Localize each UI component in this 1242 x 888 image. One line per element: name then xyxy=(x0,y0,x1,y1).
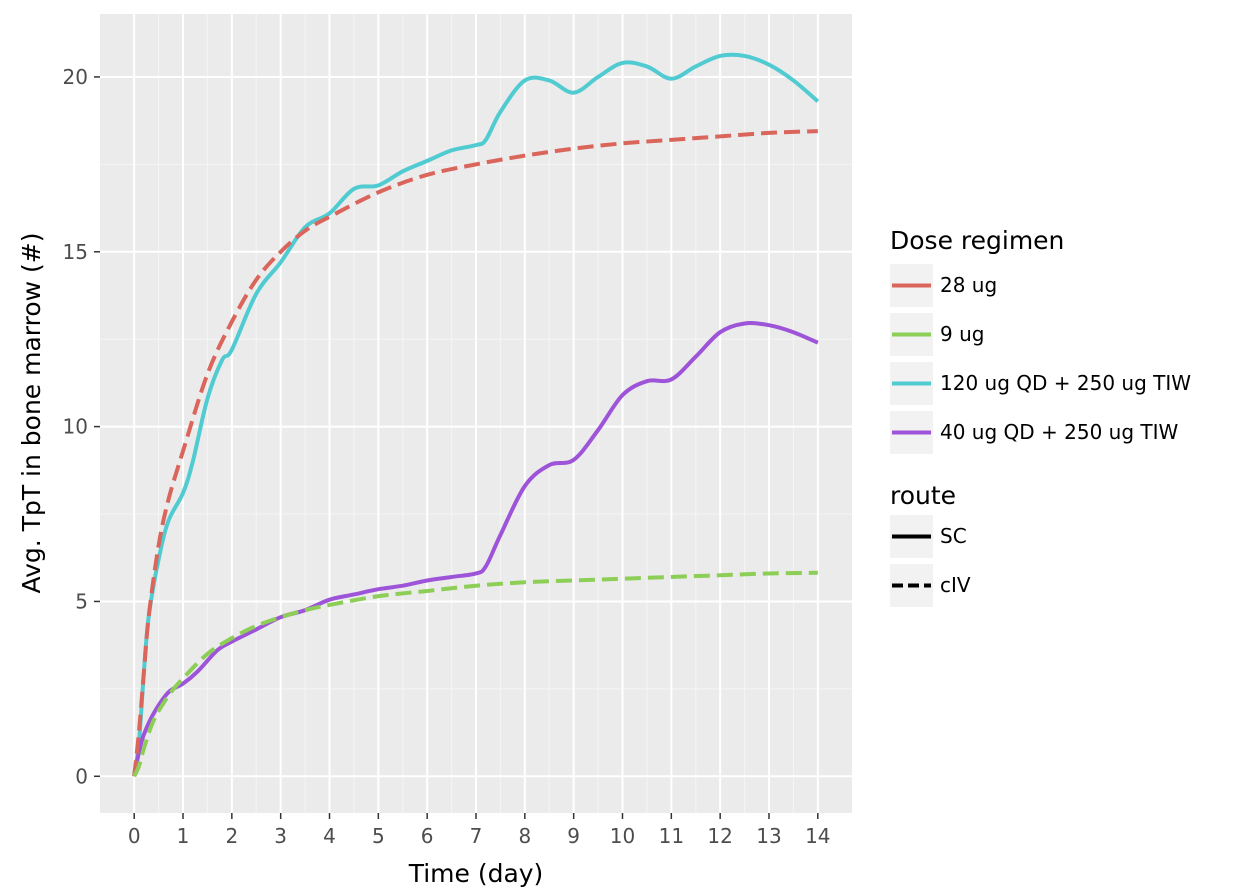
series-line-d120 xyxy=(132,52,820,777)
series-layer xyxy=(132,52,820,778)
x-tick-label: 14 xyxy=(805,824,830,848)
legend-label-d9: 9 ug xyxy=(940,322,984,346)
y-axis: 0 5 10 15 20 xyxy=(63,65,100,788)
legend-label-d120: 120 ug QD + 250 ug TIW xyxy=(940,371,1191,395)
legend-title-dose: Dose regimen xyxy=(890,226,1064,255)
legend-label-route: cIV xyxy=(940,573,971,597)
series-line-d28 xyxy=(132,129,818,777)
legend-label-d28: 28 ug xyxy=(940,273,997,297)
x-tick-label: 3 xyxy=(274,824,287,848)
y-axis-title: Avg. TpT in bone marrow (#) xyxy=(17,232,46,593)
x-tick-label: 12 xyxy=(707,824,732,848)
x-tick-label: 1 xyxy=(177,824,190,848)
x-tick-label: 8 xyxy=(518,824,531,848)
y-tick-label: 5 xyxy=(75,589,88,613)
route-legend-items: SC cIV xyxy=(890,515,971,607)
x-tick-label: 13 xyxy=(756,824,781,848)
series-line-d40 xyxy=(132,321,819,777)
legend-label-route: SC xyxy=(940,524,967,548)
grid-major xyxy=(100,14,852,813)
legend-label-d40: 40 ug QD + 250 ug TIW xyxy=(940,420,1179,444)
y-tick-label: 10 xyxy=(63,415,88,439)
legend-title-route: route xyxy=(890,481,956,510)
x-tick-label: 11 xyxy=(659,824,684,848)
x-tick-label: 5 xyxy=(372,824,385,848)
y-tick-label: 0 xyxy=(75,764,88,788)
y-tick-label: 15 xyxy=(63,240,88,264)
dose-legend-items: 28 ug 9 ug 120 ug QD + 250 ug TIW 40 ug QD … xyxy=(890,264,1191,454)
x-tick-label: 7 xyxy=(470,824,483,848)
x-axis: 0 1 2 3 4 5 6 7 8 9 10 11 12 13 14 xyxy=(128,813,831,848)
x-tick-label: 2 xyxy=(225,824,238,848)
x-tick-label: 9 xyxy=(567,824,580,848)
x-tick-label: 6 xyxy=(421,824,434,848)
x-tick-label: 10 xyxy=(610,824,635,848)
y-tick-label: 20 xyxy=(63,65,88,89)
x-tick-label: 4 xyxy=(323,824,336,848)
series-line-d9 xyxy=(132,570,818,778)
legend: Dose regimen 28 ug 9 ug 120 ug QD + 250 ug… xyxy=(890,226,1191,607)
x-axis-title: Time (day) xyxy=(408,859,544,888)
x-tick-label: 0 xyxy=(128,824,141,848)
